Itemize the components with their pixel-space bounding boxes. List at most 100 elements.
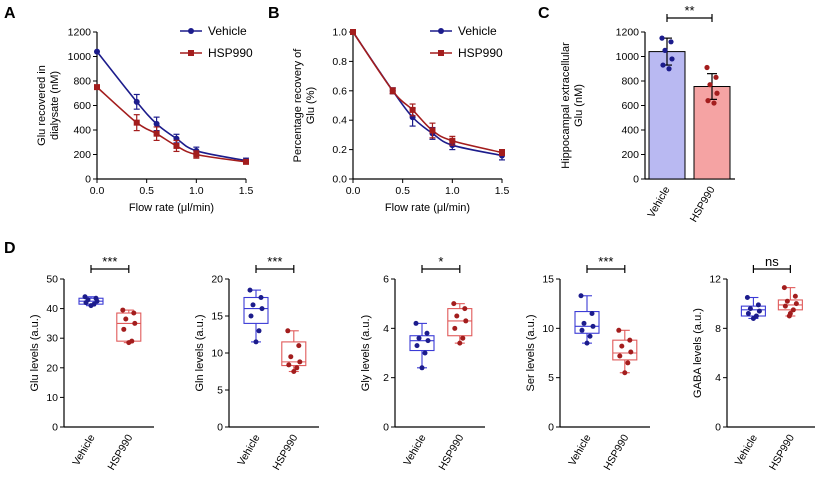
data-point (457, 340, 463, 346)
y-tick-label: 200 (73, 149, 91, 161)
y-tick-label: 20 (46, 362, 58, 374)
x-tick-label: HSP990 (436, 432, 466, 472)
data-point (711, 100, 717, 106)
y-tick-label: 0.0 (332, 174, 347, 186)
data-point (705, 98, 711, 104)
y-tick-label: 20 (211, 274, 223, 286)
data-point (133, 98, 140, 105)
x-axis-label: Flow rate (μl/min) (129, 202, 214, 214)
y-tick-label: 800 (621, 76, 639, 88)
y-axis-label: Glu (nM) (573, 84, 585, 127)
data-point (589, 311, 595, 317)
x-tick-label: Vehicle (733, 432, 760, 467)
y-tick-label: 5 (548, 372, 554, 384)
y-axis-label: Hippocampal extracellular (560, 42, 572, 169)
data-point (256, 328, 262, 334)
y-tick-label: 600 (621, 100, 639, 112)
box-hsp990 (116, 312, 142, 342)
y-tick-label: 50 (46, 274, 58, 286)
significance-label: ns (765, 254, 779, 269)
data-point (462, 306, 468, 312)
x-tick-label: 0.0 (346, 185, 361, 197)
y-axis-label: Gln levels (a.u.) (194, 314, 206, 391)
data-point (790, 307, 796, 313)
panel-label-d: D (4, 240, 16, 257)
data-point (744, 295, 750, 300)
x-tick-label: Vehicle (70, 432, 97, 467)
box-hsp990 (281, 341, 307, 367)
y-tick-label: 6 (383, 274, 389, 286)
data-point (704, 64, 710, 71)
x-tick-label: Vehicle (566, 432, 593, 467)
data-point (659, 35, 665, 41)
y-tick-label: 40 (46, 303, 58, 315)
y-tick-label: 12 (709, 274, 721, 286)
x-tick-label: 1.5 (495, 185, 510, 197)
y-tick-label: 1.0 (332, 27, 347, 39)
y-tick-label: 10 (46, 392, 58, 404)
data-point (120, 307, 126, 313)
data-point (622, 370, 628, 376)
data-point (784, 298, 790, 304)
data-point (713, 74, 719, 80)
data-point (153, 130, 160, 137)
data-point (247, 287, 253, 293)
y-tick-label: 4 (715, 372, 721, 384)
significance-label: *** (267, 254, 282, 269)
box-vehicle (409, 335, 435, 352)
data-point (83, 300, 89, 306)
legend-marker (438, 50, 444, 56)
data-point (389, 87, 396, 94)
y-tick-label: 0 (217, 422, 223, 434)
data-point (617, 353, 623, 359)
data-point (668, 39, 674, 45)
data-point (193, 151, 200, 158)
y-tick-label: 15 (211, 311, 223, 323)
y-tick-label: 400 (73, 125, 91, 137)
y-tick-label: 0.4 (332, 115, 347, 127)
data-point (416, 335, 422, 341)
y-tick-label: 0.2 (332, 144, 347, 156)
data-point (782, 303, 788, 309)
data-point (669, 56, 675, 62)
legend-marker (438, 28, 444, 34)
y-tick-label: 0 (715, 422, 721, 434)
data-point (253, 339, 259, 345)
x-tick-label: 1.0 (189, 185, 204, 197)
data-point (714, 90, 720, 96)
data-point (454, 313, 460, 319)
data-point (173, 142, 180, 149)
x-tick-label: HSP990 (767, 432, 797, 472)
data-point (625, 360, 631, 366)
x-tick-label: HSP990 (601, 432, 631, 472)
data-point (747, 306, 753, 312)
y-axis-label: Percentage recovery of (292, 48, 304, 163)
y-tick-label: 30 (46, 333, 58, 345)
data-point (286, 362, 292, 368)
x-axis-label: Flow rate (μl/min) (385, 202, 470, 214)
data-point (756, 308, 762, 314)
data-point (259, 306, 265, 312)
x-tick-label: 0.5 (395, 185, 410, 197)
data-point (662, 47, 668, 53)
data-point (579, 327, 585, 333)
legend-label: HSP990 (458, 46, 503, 60)
y-axis-label: Glu recovered in (36, 65, 48, 146)
bar-vehicle (648, 51, 686, 180)
y-tick-label: 0 (548, 422, 554, 434)
y-tick-label: 8 (715, 323, 721, 335)
y-tick-label: 2 (383, 372, 389, 384)
data-point (121, 326, 127, 332)
y-tick-label: 10 (542, 323, 554, 335)
panel-label-b: B (268, 5, 280, 22)
box-hsp990 (447, 308, 473, 337)
data-point (460, 335, 466, 341)
data-point (755, 302, 761, 308)
data-point (243, 158, 249, 165)
x-tick-label: 1.0 (445, 185, 460, 197)
y-tick-label: 600 (73, 100, 91, 112)
legend-marker (188, 50, 194, 56)
y-tick-label: 4 (383, 323, 389, 335)
data-point (587, 333, 593, 339)
series-line-vehicle (96, 51, 247, 162)
